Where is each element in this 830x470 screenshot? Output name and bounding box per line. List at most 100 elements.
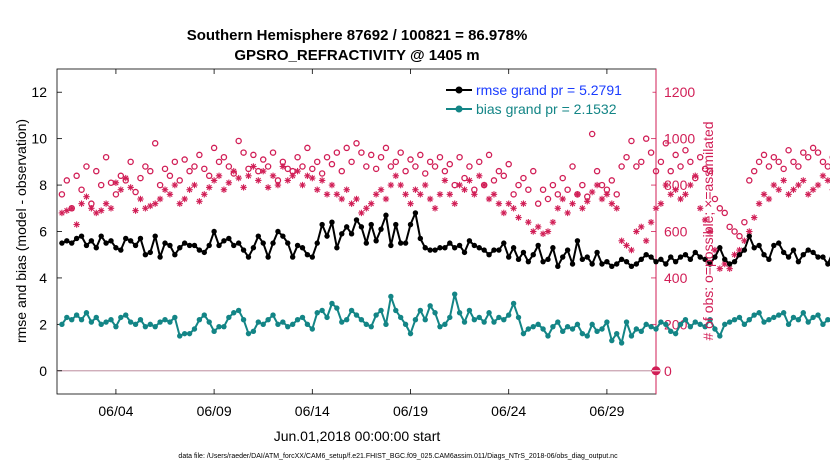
assimilated-count-point [579, 205, 586, 212]
assimilated-count-point [377, 186, 385, 193]
possible-count-point [441, 167, 449, 175]
assimilated-count-point [706, 228, 714, 235]
bias-point [776, 312, 782, 318]
rmse-point [555, 263, 561, 270]
rmse-point [127, 238, 134, 244]
assimilated-count-point [476, 172, 483, 179]
rmse-point [609, 263, 615, 270]
possible-count-point [677, 163, 684, 170]
rmse-point [815, 254, 821, 260]
bias-point [687, 323, 694, 330]
assimilated-count-point [549, 219, 557, 226]
assimilated-count-point [618, 237, 625, 244]
possible-count-point [525, 186, 532, 193]
bias-point [348, 307, 355, 314]
possible-count-point [530, 167, 537, 175]
rmse-point [731, 258, 738, 265]
bias-point [466, 307, 473, 314]
rmse-point [334, 245, 340, 251]
bias-point [88, 319, 95, 325]
rmse-point [682, 252, 689, 258]
rmse-point [255, 233, 262, 239]
bias-point [815, 312, 821, 318]
rmse-point [422, 245, 428, 251]
bias-point [260, 321, 266, 328]
possible-count-point [412, 163, 419, 170]
bias-point [417, 307, 424, 314]
rmse-point [373, 238, 379, 244]
rmse-point [574, 238, 581, 244]
bias-point [668, 328, 674, 335]
possible-count-point [485, 151, 493, 159]
rmse-point [672, 258, 679, 265]
assimilated-count-point [785, 191, 792, 198]
assimilated-count-point [343, 186, 350, 193]
rmse-point [761, 252, 767, 258]
y-left-tick-label: 12 [31, 84, 47, 100]
possible-count-point [78, 186, 85, 193]
possible-count-point [559, 174, 566, 182]
possible-count-point [142, 163, 149, 170]
bias-point [712, 326, 718, 332]
bias-point [172, 314, 178, 321]
assimilated-count-point [760, 191, 768, 198]
bias-point [623, 319, 630, 325]
possible-count-point [328, 160, 336, 168]
rmse-point [702, 256, 708, 263]
bias-point [201, 312, 207, 318]
possible-count-point [392, 158, 400, 166]
possible-count-point [191, 163, 198, 170]
possible-count-point [367, 151, 375, 159]
rmse-point [545, 256, 551, 263]
y-right-tick-label: 0 [664, 363, 672, 379]
y-left-tick-label: 10 [31, 131, 47, 147]
assimilated-count-point [215, 172, 223, 179]
y-axis-right: 0 200 400 600 800 1000 1200 [651, 69, 695, 394]
assimilated-count-point [328, 181, 336, 189]
bias-point [780, 310, 787, 316]
rmse-point [132, 242, 139, 249]
rmse-point [383, 212, 389, 218]
rmse-point [795, 258, 802, 265]
assimilated-count-point [741, 237, 748, 244]
rmse-point [599, 261, 605, 267]
rmse-point [339, 231, 345, 237]
rmse-point [319, 221, 325, 228]
bias-point [510, 300, 517, 307]
possible-count-point [667, 167, 674, 175]
possible-count-point [549, 181, 557, 189]
bias-point [545, 333, 551, 339]
bias-point [496, 314, 502, 321]
rmse-point [491, 247, 497, 253]
bias-point [741, 321, 748, 328]
assimilated-count-point [682, 191, 689, 198]
possible-count-point [363, 163, 370, 170]
x-axis: 06/04 06/09 06/14 06/19 06/24 06/29 [98, 69, 625, 419]
possible-count-point [613, 191, 620, 198]
rmse-point [437, 245, 443, 251]
possible-count-point [593, 167, 601, 175]
x-axis-label: Jun.01,2018 00:00:00 start [274, 428, 441, 444]
y-left-tick-label: 4 [39, 270, 47, 286]
possible-count-point [819, 158, 827, 166]
bias-point [64, 314, 70, 321]
assimilated-count-point [559, 195, 566, 203]
possible-count-point [264, 163, 272, 170]
legend-bias-marker [455, 105, 463, 113]
rmse-point [196, 247, 203, 253]
rmse-point [766, 256, 772, 263]
bias-point [167, 319, 173, 325]
assimilated-count-point [147, 202, 154, 210]
x-tick-label: 06/14 [295, 403, 330, 419]
assimilated-count-point [260, 167, 267, 175]
assimilated-count-point [647, 219, 655, 226]
rmse-point [245, 254, 252, 260]
rmse-point [280, 233, 286, 239]
possible-count-point [628, 137, 635, 145]
legend-rmse-label: rmse grand pr = 5.2791 [476, 82, 622, 98]
assimilated-count-point [83, 193, 90, 200]
x-tick-label: 06/24 [491, 403, 526, 419]
assimilated-count-point [269, 172, 277, 179]
assimilated-count-point [515, 214, 522, 221]
